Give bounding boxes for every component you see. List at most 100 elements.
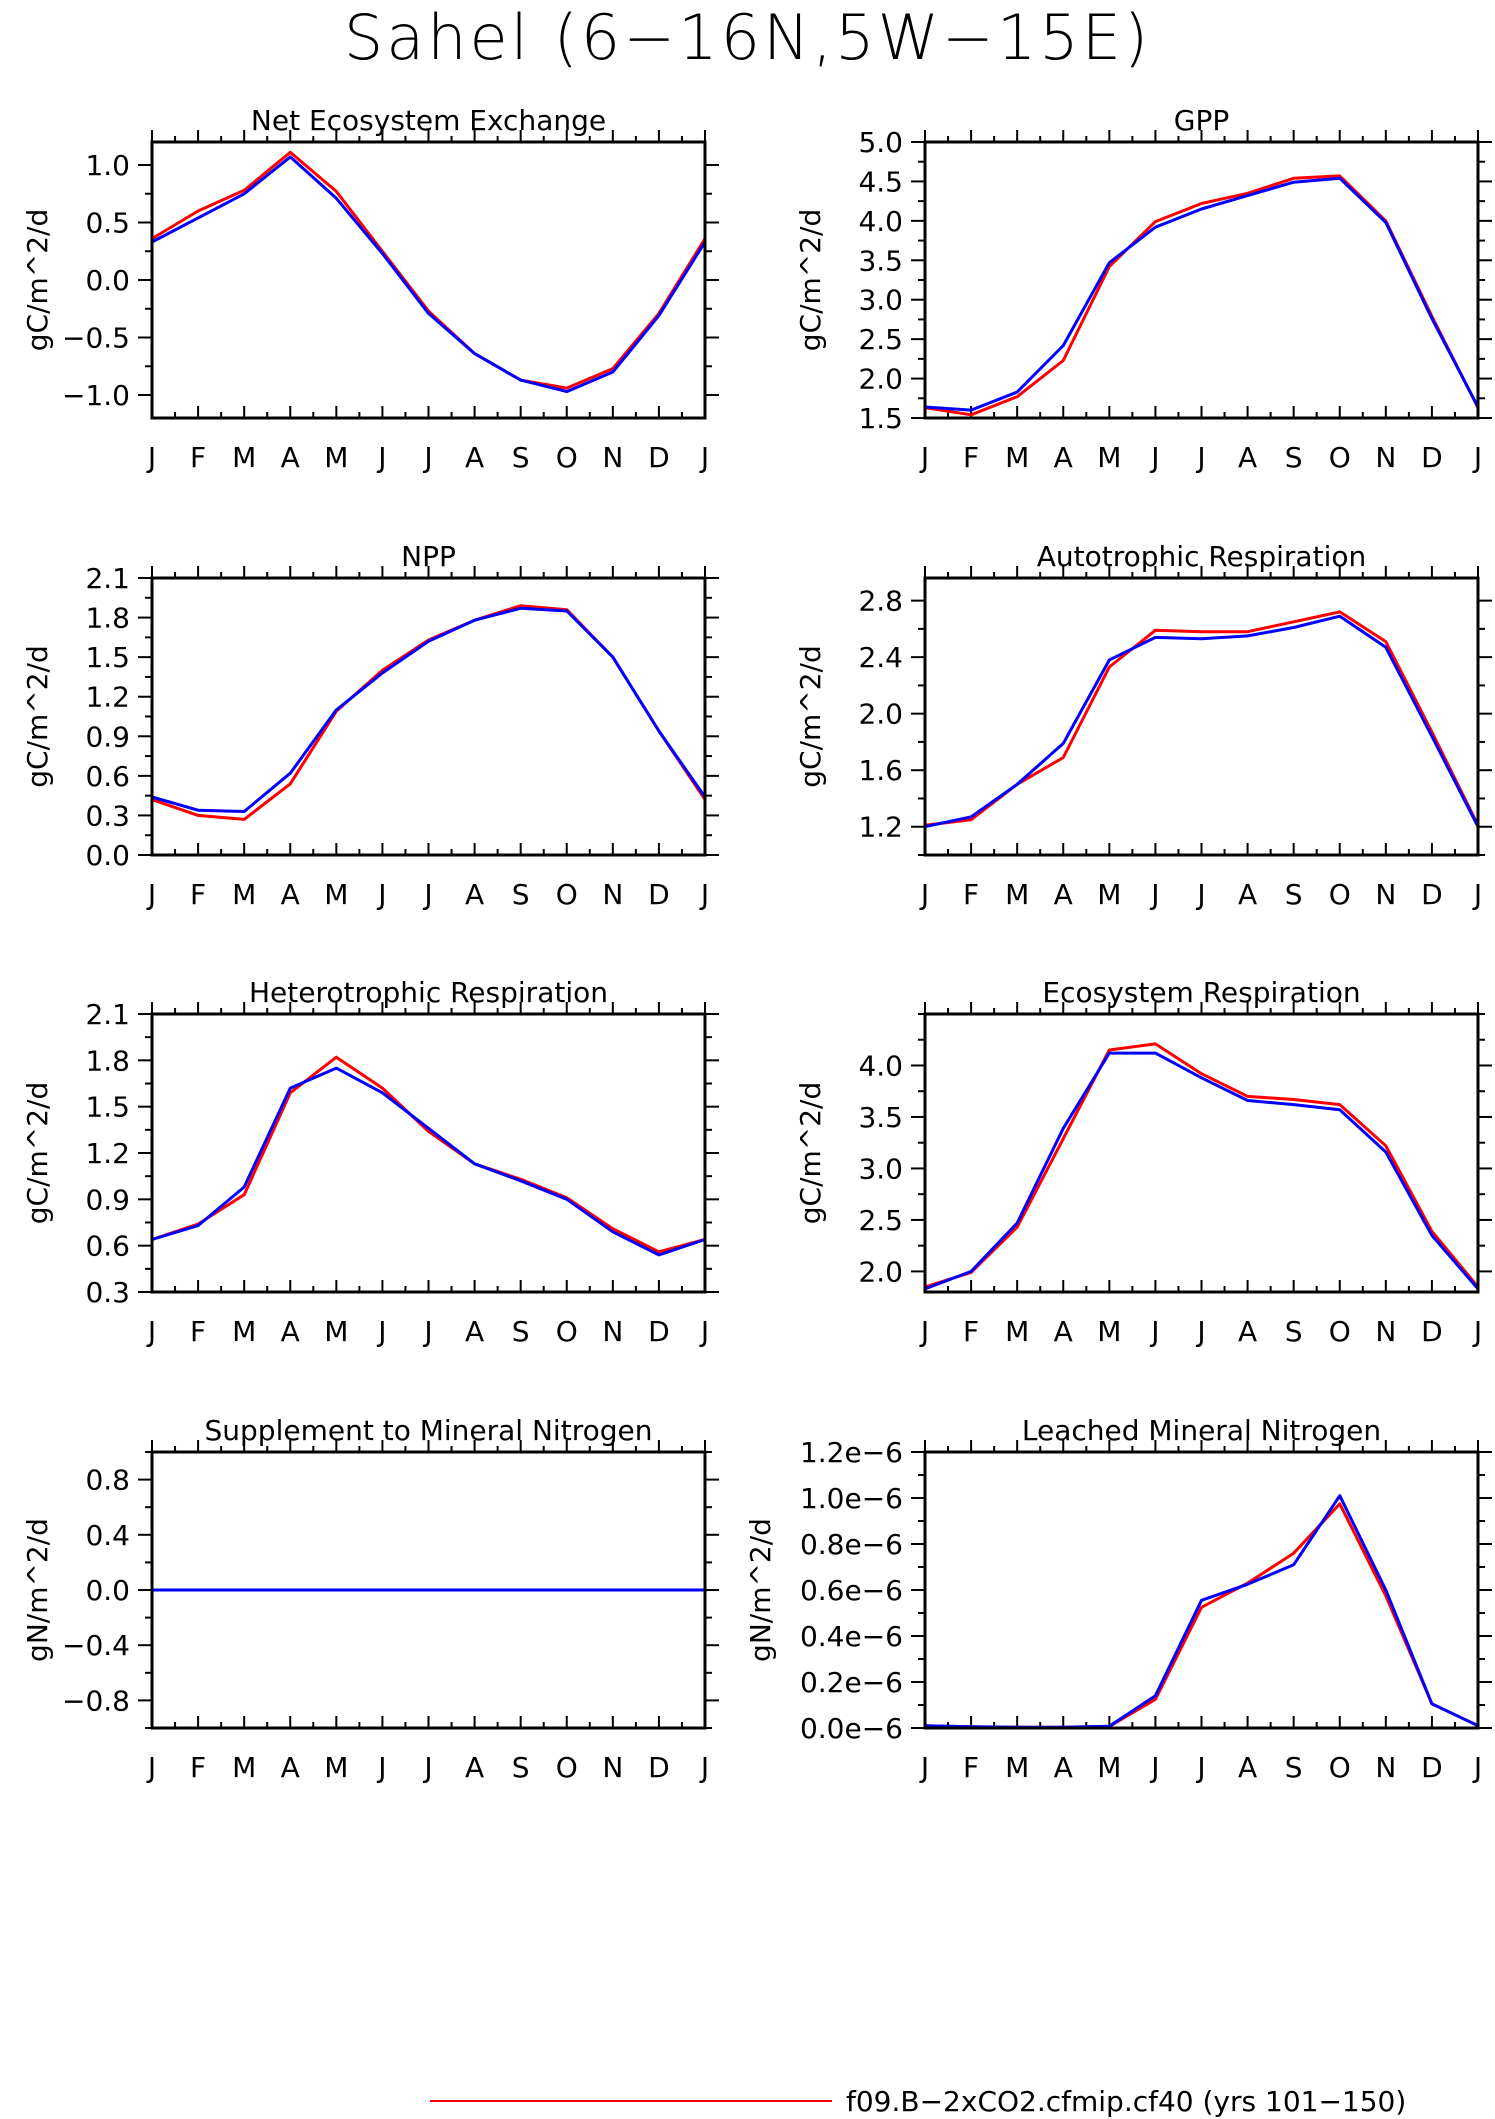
y-tick-label: 1.0 [85, 149, 130, 182]
x-tick-label: J [1472, 878, 1482, 911]
x-tick-label: D [648, 878, 670, 911]
y-tick-label: 2.4 [858, 641, 903, 674]
y-tick-label: 0.6 [85, 760, 130, 793]
x-tick-label: A [465, 878, 484, 911]
y-tick-label: 3.5 [858, 1101, 903, 1134]
y-tick-label: 1.6 [858, 754, 903, 787]
x-tick-label: D [1421, 1315, 1443, 1348]
x-tick-label: N [602, 1751, 623, 1784]
x-tick-label: D [648, 441, 670, 474]
plot-frame [923, 140, 1480, 420]
x-tick-label: D [648, 1751, 670, 1784]
x-tick-label: M [232, 878, 256, 911]
x-tick-label: J [422, 878, 432, 911]
x-tick-label: A [1054, 878, 1073, 911]
x-tick-label: N [1375, 1315, 1396, 1348]
x-tick-label: J [1195, 1315, 1205, 1348]
x-tick-label: S [1285, 441, 1303, 474]
y-tick-label: 0.4 [85, 1519, 130, 1552]
y-tick-label: −0.5 [62, 322, 130, 355]
y-tick-label: 3.0 [858, 1152, 903, 1185]
x-tick-label: J [699, 1315, 709, 1348]
x-tick-label: F [963, 1315, 979, 1348]
y-tick-label: −1.0 [62, 379, 130, 412]
x-tick-label: J [1472, 1315, 1482, 1348]
x-tick-label: D [648, 1315, 670, 1348]
x-tick-label: F [190, 1315, 206, 1348]
x-tick-label: S [512, 441, 530, 474]
x-tick-label: F [190, 878, 206, 911]
x-tick-label: M [1097, 1751, 1121, 1784]
y-tick-label: 2.1 [85, 998, 130, 1031]
x-tick-label: J [699, 441, 709, 474]
x-tick-label: J [919, 441, 929, 474]
x-tick-label: A [1238, 1751, 1257, 1784]
plot-frame [150, 1012, 707, 1294]
x-tick-label: J [146, 1315, 156, 1348]
x-tick-label: A [281, 441, 300, 474]
x-tick-label: A [465, 1751, 484, 1784]
y-tick-label: 4.5 [858, 165, 903, 198]
x-tick-label: D [1421, 441, 1443, 474]
series-line-blue [151, 155, 707, 394]
x-tick-label: J [699, 1751, 709, 1784]
figure-title: Sahel (6−16N,5W−15E) [343, 1, 1152, 74]
plot-frame [150, 576, 707, 857]
y-tick-label: 1.2 [85, 1137, 130, 1170]
y-tick-label: 1.5 [85, 1091, 130, 1124]
x-tick-label: A [1054, 1751, 1073, 1784]
x-tick-label: S [512, 1751, 530, 1784]
x-tick-label: O [556, 1751, 578, 1784]
x-tick-label: N [602, 1315, 623, 1348]
y-tick-label: 0.6e−6 [800, 1574, 903, 1607]
x-tick-label: O [556, 1315, 578, 1348]
x-tick-label: J [1195, 441, 1205, 474]
y-tick-label: 2.5 [858, 323, 903, 356]
y-axis-label: gC/m^2/d [794, 209, 827, 352]
x-tick-label: J [146, 878, 156, 911]
y-tick-label: 0.8 [85, 1464, 130, 1497]
x-tick-label: S [1285, 1315, 1303, 1348]
x-tick-label: J [376, 878, 386, 911]
y-tick-label: 0.3 [85, 1276, 130, 1309]
x-tick-label: O [1329, 878, 1351, 911]
x-tick-label: M [232, 1751, 256, 1784]
x-tick-label: A [281, 1751, 300, 1784]
y-tick-label: 0.2e−6 [800, 1666, 903, 1699]
x-tick-label: J [146, 441, 156, 474]
x-tick-label: O [1329, 1751, 1351, 1784]
y-tick-label: 0.0 [85, 1574, 130, 1607]
x-tick-label: J [1149, 441, 1159, 474]
plot-frame [150, 140, 707, 420]
y-tick-label: 2.0 [858, 698, 903, 731]
plot-frame [923, 1012, 1480, 1294]
x-tick-label: J [1149, 1315, 1159, 1348]
y-tick-label: 1.8 [85, 1044, 130, 1077]
x-tick-label: A [281, 1315, 300, 1348]
y-tick-label: 4.0 [858, 1049, 903, 1082]
y-tick-label: 0.0 [85, 264, 130, 297]
x-tick-label: A [281, 878, 300, 911]
x-tick-label: A [1238, 878, 1257, 911]
x-tick-label: M [1097, 1315, 1121, 1348]
x-tick-label: J [1472, 1751, 1482, 1784]
y-axis-label: gN/m^2/d [744, 1518, 777, 1662]
x-tick-label: A [1238, 441, 1257, 474]
x-tick-label: M [232, 1315, 256, 1348]
x-tick-label: M [1005, 1315, 1029, 1348]
x-tick-label: F [963, 878, 979, 911]
y-tick-label: 4.0 [858, 205, 903, 238]
y-tick-label: 0.9 [85, 1183, 130, 1216]
x-tick-label: M [1005, 441, 1029, 474]
y-tick-label: 0.0e−6 [800, 1712, 903, 1745]
y-tick-label: 1.2e−6 [800, 1436, 903, 1469]
x-tick-label: A [1054, 441, 1073, 474]
y-axis-label: gC/m^2/d [21, 209, 54, 352]
x-tick-label: N [1375, 1751, 1396, 1784]
